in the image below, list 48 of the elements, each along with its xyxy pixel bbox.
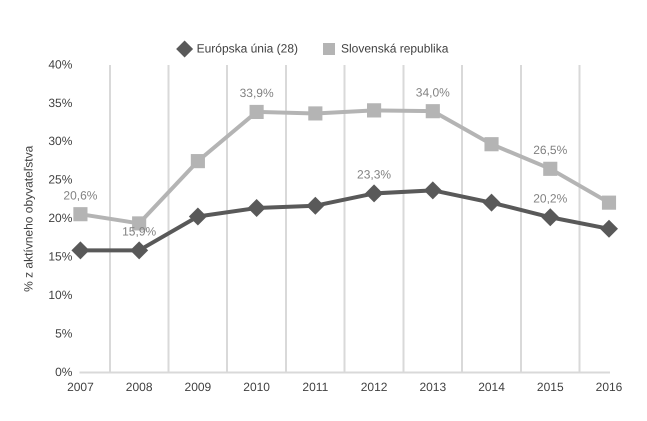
x-tick-label: 2008 bbox=[126, 380, 153, 394]
y-axis-title: % z aktívneho obyvateľstva bbox=[22, 145, 36, 292]
legend-label: Slovenská republika bbox=[340, 41, 449, 56]
point bbox=[250, 104, 264, 119]
x-tick-label: 2014 bbox=[478, 380, 506, 394]
y-tick-label: 5% bbox=[55, 326, 73, 340]
x-tick-label: 2013 bbox=[419, 380, 446, 394]
point bbox=[600, 220, 618, 238]
point bbox=[602, 196, 616, 210]
point bbox=[541, 208, 560, 226]
point bbox=[188, 207, 207, 226]
x-tick-label: 2016 bbox=[596, 380, 623, 394]
point bbox=[308, 106, 322, 121]
point bbox=[190, 154, 205, 168]
x-tick-label: 2015 bbox=[536, 380, 564, 394]
x-tick-label: 2010 bbox=[243, 380, 270, 394]
y-tick-label: 40% bbox=[48, 57, 73, 72]
point bbox=[424, 181, 442, 200]
point bbox=[130, 241, 148, 260]
x-tick-label: 2011 bbox=[302, 380, 329, 394]
point bbox=[426, 104, 440, 118]
legend-label: Európska únia (28) bbox=[196, 41, 298, 56]
point bbox=[543, 162, 558, 176]
y-tick-label: 0% bbox=[55, 364, 73, 379]
data-label: 26,5% bbox=[533, 143, 568, 158]
x-tick-label: 2012 bbox=[360, 380, 388, 394]
x-tick-label: 2009 bbox=[184, 380, 212, 394]
y-tick-label: 35% bbox=[48, 96, 73, 110]
y-tick-label: 25% bbox=[48, 172, 73, 187]
data-label: 23,3% bbox=[357, 168, 392, 182]
data-label: 20,6% bbox=[63, 188, 98, 202]
point bbox=[365, 184, 384, 202]
data-label: 33,9% bbox=[240, 86, 274, 100]
y-tick-label: 30% bbox=[48, 134, 73, 148]
y-tick-label: 20% bbox=[48, 211, 73, 226]
data-label: 34,0% bbox=[416, 85, 450, 100]
data-label: 15,9% bbox=[122, 224, 156, 239]
y-tick-label: 15% bbox=[48, 250, 73, 264]
data-label: 20,2% bbox=[533, 192, 568, 206]
point bbox=[73, 207, 88, 222]
point bbox=[248, 199, 266, 218]
point bbox=[367, 103, 382, 118]
point bbox=[306, 196, 324, 215]
point bbox=[484, 137, 499, 152]
y-tick-label: 10% bbox=[48, 288, 73, 302]
x-tick-label: 2007 bbox=[67, 380, 94, 394]
point bbox=[71, 241, 90, 260]
point bbox=[482, 194, 501, 212]
